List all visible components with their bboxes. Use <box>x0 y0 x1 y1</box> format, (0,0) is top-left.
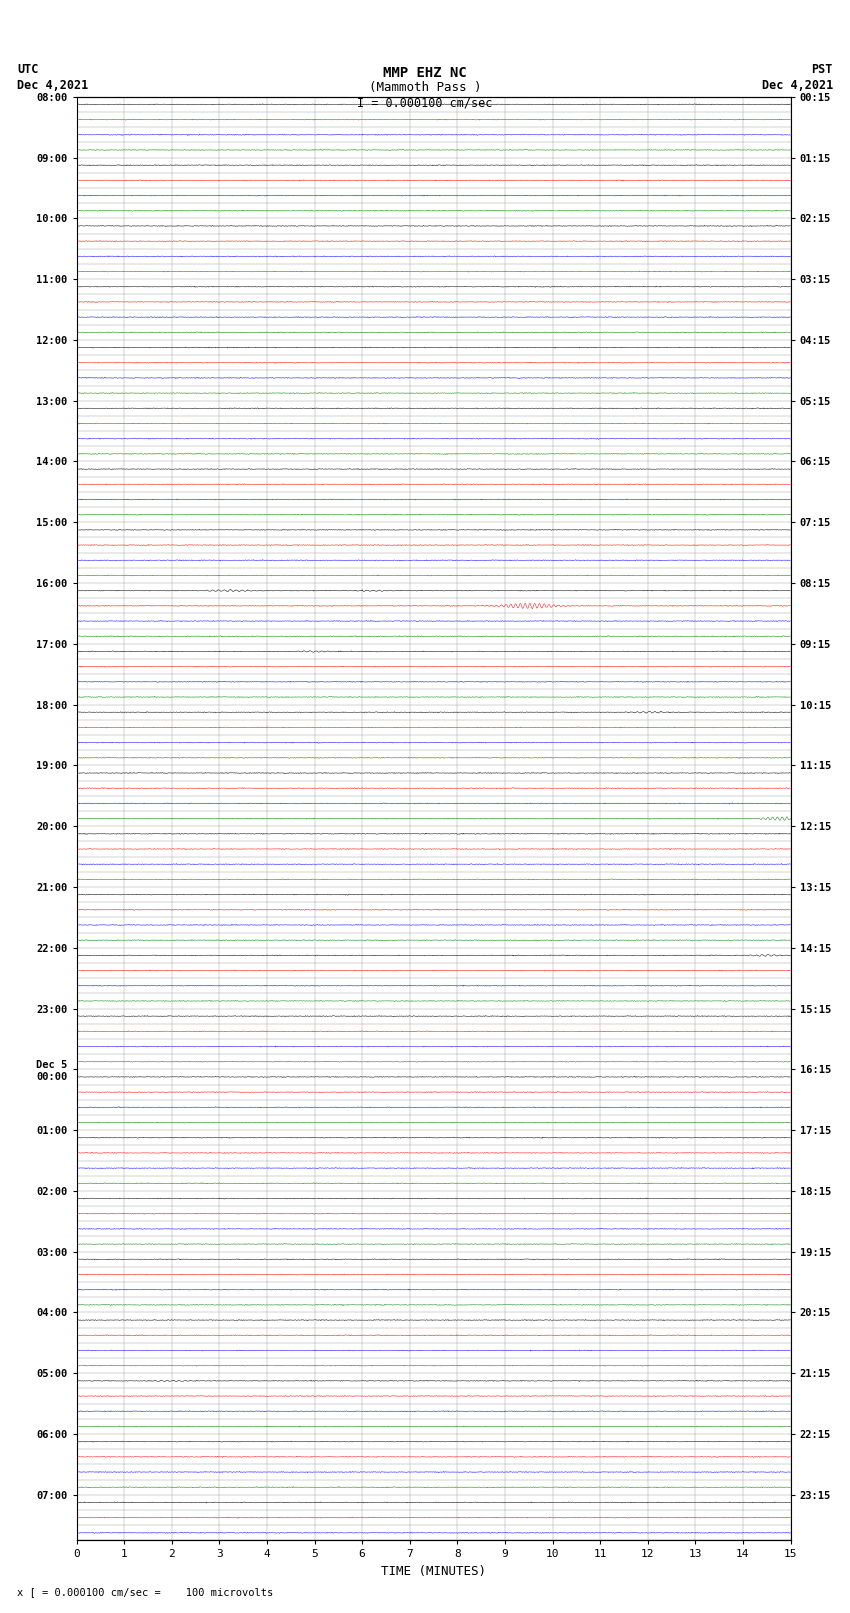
Text: MMP EHZ NC: MMP EHZ NC <box>383 66 467 81</box>
Text: x [ = 0.000100 cm/sec =    100 microvolts: x [ = 0.000100 cm/sec = 100 microvolts <box>17 1587 273 1597</box>
Text: I = 0.000100 cm/sec: I = 0.000100 cm/sec <box>357 97 493 110</box>
Text: Dec 4,2021: Dec 4,2021 <box>762 79 833 92</box>
Text: Dec 4,2021: Dec 4,2021 <box>17 79 88 92</box>
Text: (Mammoth Pass ): (Mammoth Pass ) <box>369 81 481 94</box>
X-axis label: TIME (MINUTES): TIME (MINUTES) <box>381 1565 486 1578</box>
Text: PST: PST <box>812 63 833 76</box>
Text: UTC: UTC <box>17 63 38 76</box>
